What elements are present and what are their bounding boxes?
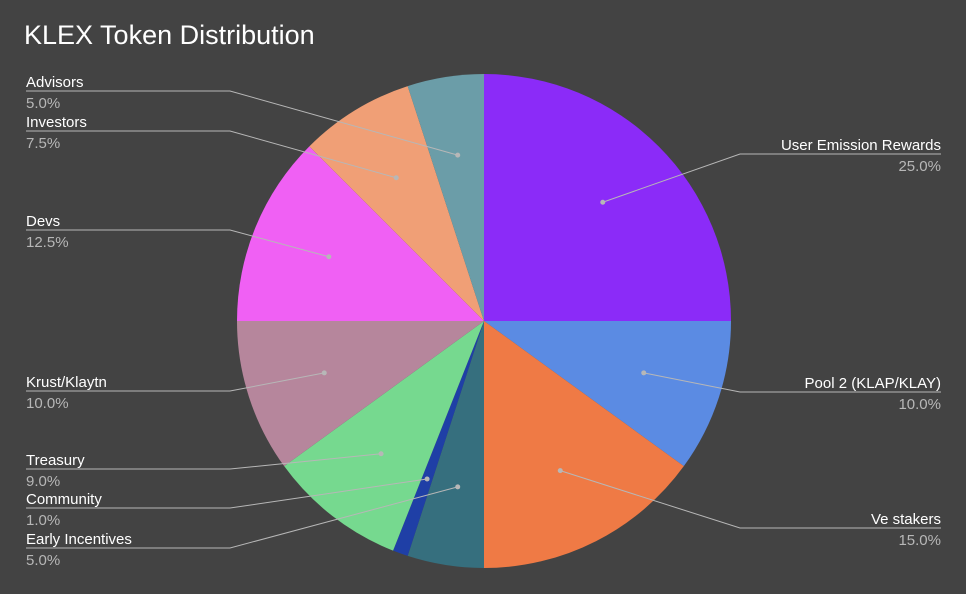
leader-line-early-incentives [26, 486, 458, 549]
leader-dot-user-emission-rewards [600, 199, 606, 205]
slice-percent-advisors: 5.0% [26, 95, 60, 112]
slice-label-devs: Devs [26, 213, 60, 230]
pie-slice-advisors [407, 74, 484, 321]
chart-title: KLEX Token Distribution [24, 20, 315, 50]
pie-slice-user-emission-rewards [484, 74, 731, 321]
pie-labels: User Emission Rewards 25.0% Pool 2 (KLAP/K… [26, 74, 941, 569]
leader-line-ve-stakers [560, 470, 941, 529]
leader-line-pool-2-klap-klay [643, 372, 941, 393]
slice-label-krust-klaytn: Krust/Klaytn [26, 374, 107, 391]
leader-line-advisors [26, 90, 458, 156]
pie-slice-pool-2-klap-klay [484, 321, 731, 467]
pie-slice-treasury [284, 321, 484, 551]
leader-dot-ve-stakers [557, 468, 563, 474]
leader-line-devs [26, 229, 329, 258]
slice-percent-devs: 12.5% [26, 234, 69, 251]
slice-label-user-emission-rewards: User Emission Rewards [781, 137, 941, 154]
leader-line-treasury [26, 453, 382, 470]
leader-dot-devs [326, 254, 332, 260]
slice-label-community: Community [26, 491, 102, 508]
slice-label-pool-2-klap-klay: Pool 2 (KLAP/KLAY) [805, 375, 941, 392]
slice-label-advisors: Advisors [26, 74, 84, 91]
leader-line-user-emission-rewards [602, 153, 941, 203]
pie-slice-ve-stakers [484, 321, 684, 568]
slice-percent-investors: 7.5% [26, 135, 60, 152]
leader-dot-community [424, 476, 430, 482]
pie-slices [237, 74, 731, 568]
slice-percent-community: 1.0% [26, 512, 60, 529]
slice-label-investors: Investors [26, 114, 87, 131]
leader-line-community [26, 478, 428, 509]
pie-slice-krust-klaytn [237, 321, 484, 467]
leader-dot-investors [393, 175, 399, 181]
slice-percent-treasury: 9.0% [26, 473, 60, 490]
leader-dot-treasury [378, 451, 384, 457]
pie-slice-devs [237, 146, 484, 321]
leader-dot-advisors [455, 152, 461, 158]
slice-percent-ve-stakers: 15.0% [898, 532, 941, 549]
slice-percent-pool-2-klap-klay: 10.0% [898, 396, 941, 413]
pie-slice-early-incentives [407, 321, 484, 568]
pie-slice-investors [309, 86, 484, 321]
slice-percent-user-emission-rewards: 25.0% [898, 158, 941, 175]
pie-slice-community [393, 321, 484, 556]
slice-label-early-incentives: Early Incentives [26, 531, 132, 548]
slice-percent-krust-klaytn: 10.0% [26, 395, 69, 412]
slice-percent-early-incentives: 5.0% [26, 552, 60, 569]
leader-line-krust-klaytn [26, 372, 325, 392]
leader-line-investors [26, 130, 397, 179]
leader-dot-early-incentives [455, 484, 461, 490]
slice-label-ve-stakers: Ve stakers [871, 511, 941, 528]
leader-dot-pool-2-klap-klay [641, 370, 647, 376]
slice-label-treasury: Treasury [26, 452, 85, 469]
leader-dot-krust-klaytn [321, 370, 327, 376]
